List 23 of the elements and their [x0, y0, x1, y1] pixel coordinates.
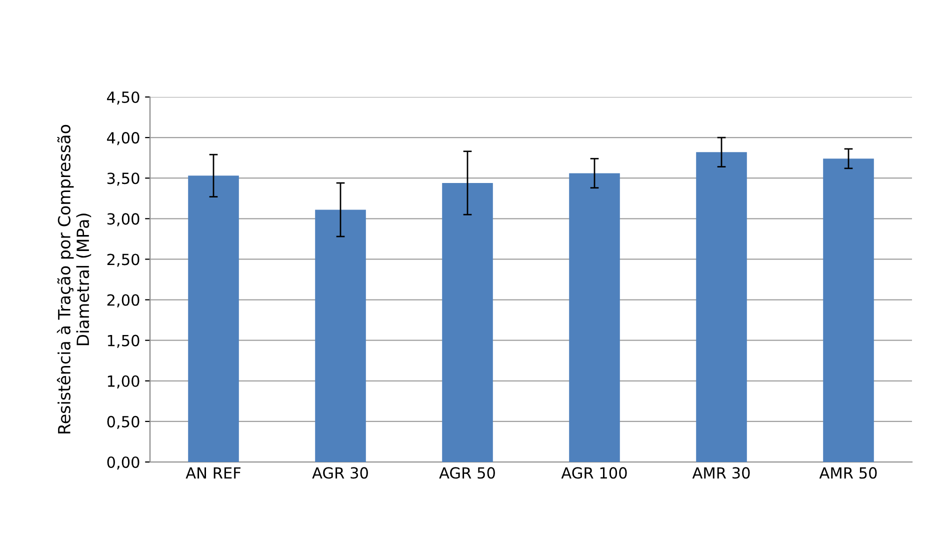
bar: [823, 158, 874, 462]
y-tick-label: 4,50: [107, 91, 140, 105]
x-tick-label: AGR 100: [561, 467, 627, 479]
y-axis-title: Resistência à Tração por Compressão Diametral (MPa): [56, 124, 92, 434]
y-tick-label: 3,50: [107, 172, 140, 186]
x-tick-label: AMR 50: [819, 467, 877, 479]
y-tick-label: 4,00: [107, 132, 140, 146]
y-tick-label: 2,50: [107, 254, 140, 267]
x-tick-label: AGR 50: [439, 467, 495, 479]
y-tick-label: 0,50: [107, 416, 140, 430]
y-tick-label: 1,00: [108, 375, 140, 388]
x-tick-label: AGR 30: [312, 467, 368, 479]
y-tick-label: 2,00: [107, 294, 140, 308]
x-tick-label: AN REF: [186, 467, 241, 478]
bar: [315, 210, 366, 462]
bar: [569, 173, 620, 462]
bar: [442, 182, 493, 462]
y-tick-label: 1,50: [108, 334, 140, 348]
bar: [188, 176, 239, 462]
x-tick-label: AMR 30: [692, 467, 750, 479]
bar: [696, 152, 747, 462]
y-tick-label: 3,00: [107, 213, 140, 226]
y-tick-label: 0,00: [107, 456, 140, 470]
